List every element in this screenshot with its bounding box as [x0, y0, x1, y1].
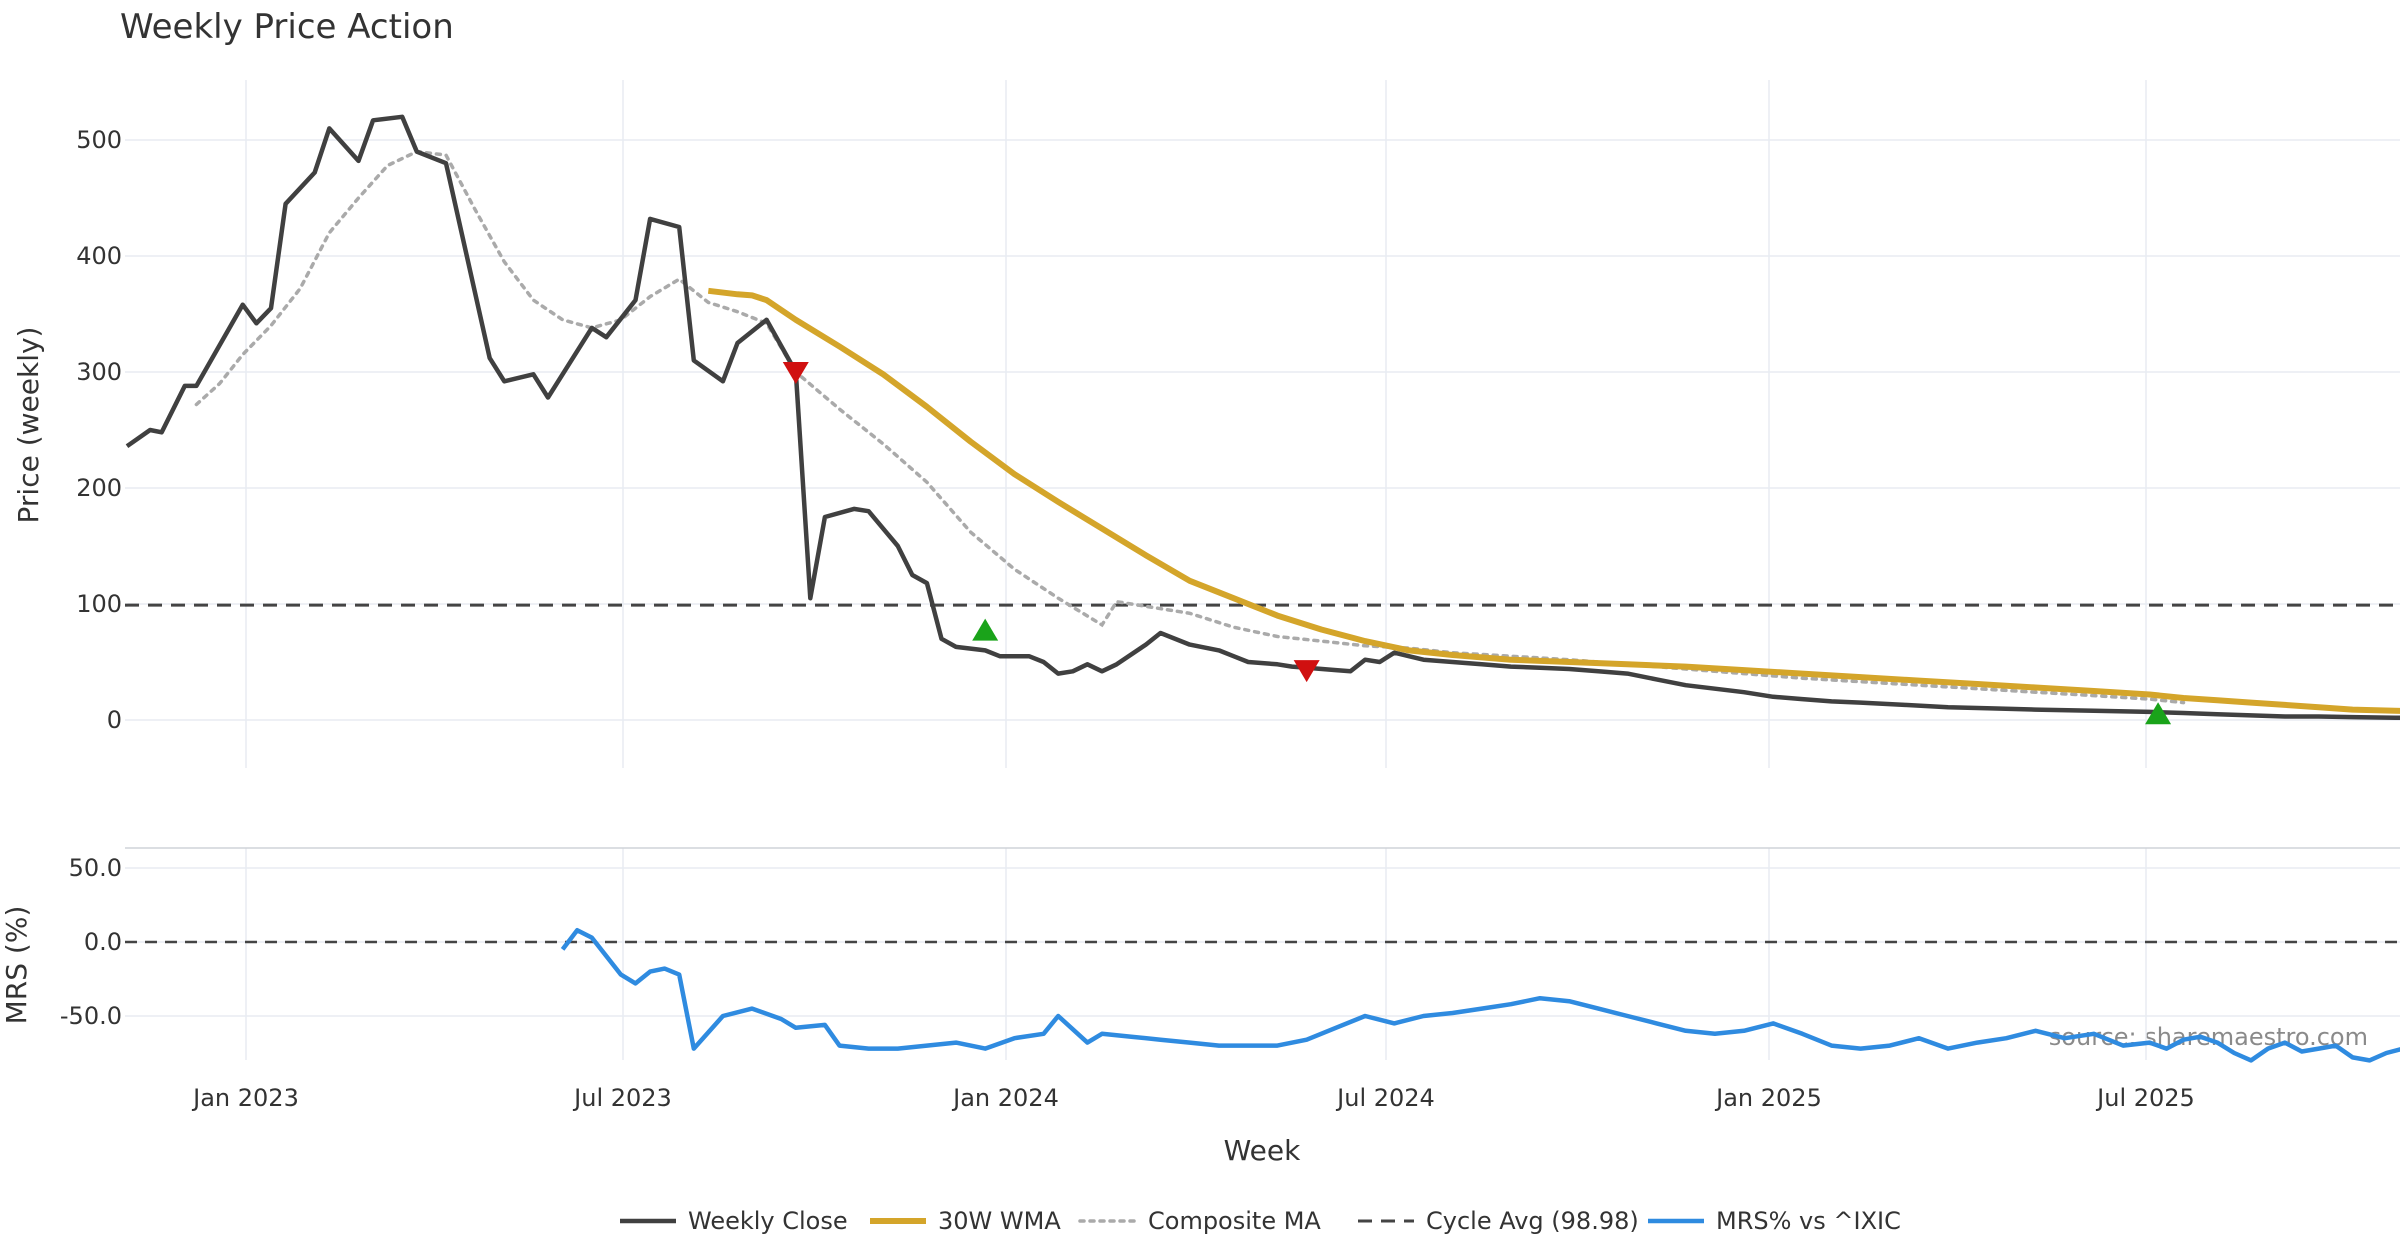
legend-label: Composite MA — [1148, 1207, 1321, 1235]
x-tick-label: Jul 2024 — [1335, 1084, 1435, 1112]
signal-markers — [782, 362, 2172, 725]
price-tick-label: 100 — [76, 590, 122, 618]
x-axis-title: Week — [1224, 1134, 1301, 1167]
price-tick-label: 300 — [76, 358, 122, 386]
series-layer — [125, 114, 2400, 1063]
mrs-axis-title: MRS (%) — [0, 906, 33, 1025]
wma-line — [707, 287, 2400, 714]
mrs-tick-label: -50.0 — [60, 1002, 122, 1030]
x-tick-label: Jan 2025 — [1714, 1084, 1822, 1112]
weekly-close-line — [125, 114, 2400, 720]
axis-ticks: Jan 2023 Jul 2023 Jan 2024 Jul 2024 Jan 2025… — [60, 126, 2195, 1112]
chart-title: Weekly Price Action — [120, 7, 454, 47]
price-tick-label: 0 — [107, 706, 122, 734]
price-tick-label: 500 — [76, 126, 122, 154]
legend-item: MRS% vs ^IXIC — [1648, 1207, 1901, 1235]
sell-signal-marker — [1293, 660, 1320, 683]
mrs-tick-label: 50.0 — [69, 854, 122, 882]
legend-item: Composite MA — [1078, 1207, 1321, 1235]
composite-ma-line — [194, 149, 2186, 705]
mrs-line — [560, 927, 2400, 1063]
x-tick-label: Jan 2023 — [191, 1084, 299, 1112]
mrs-tick-label: 0.0 — [84, 928, 122, 956]
buy-signal-marker — [972, 618, 999, 641]
legend-label: Cycle Avg (98.98) — [1426, 1207, 1639, 1235]
x-tick-label: Jul 2025 — [2095, 1084, 2195, 1112]
legend-item: 30W WMA — [870, 1207, 1061, 1235]
buy-signal-marker — [2145, 702, 2172, 725]
legend-item: Cycle Avg (98.98) — [1358, 1207, 1639, 1235]
grid-layer — [125, 80, 2400, 1060]
x-tick-label: Jul 2023 — [572, 1084, 672, 1112]
price-tick-label: 200 — [76, 474, 122, 502]
price-tick-label: 400 — [76, 242, 122, 270]
legend: Weekly Close 30W WMA Composite MA Cycle Avg… — [620, 1207, 1901, 1235]
price-axis-title: Price (weekly) — [12, 327, 45, 524]
legend-item: Weekly Close — [620, 1207, 848, 1235]
x-tick-label: Jan 2024 — [951, 1084, 1059, 1112]
legend-label: 30W WMA — [938, 1207, 1061, 1235]
sell-signal-marker — [782, 362, 809, 384]
legend-label: Weekly Close — [688, 1207, 848, 1235]
legend-label: MRS% vs ^IXIC — [1716, 1207, 1901, 1235]
